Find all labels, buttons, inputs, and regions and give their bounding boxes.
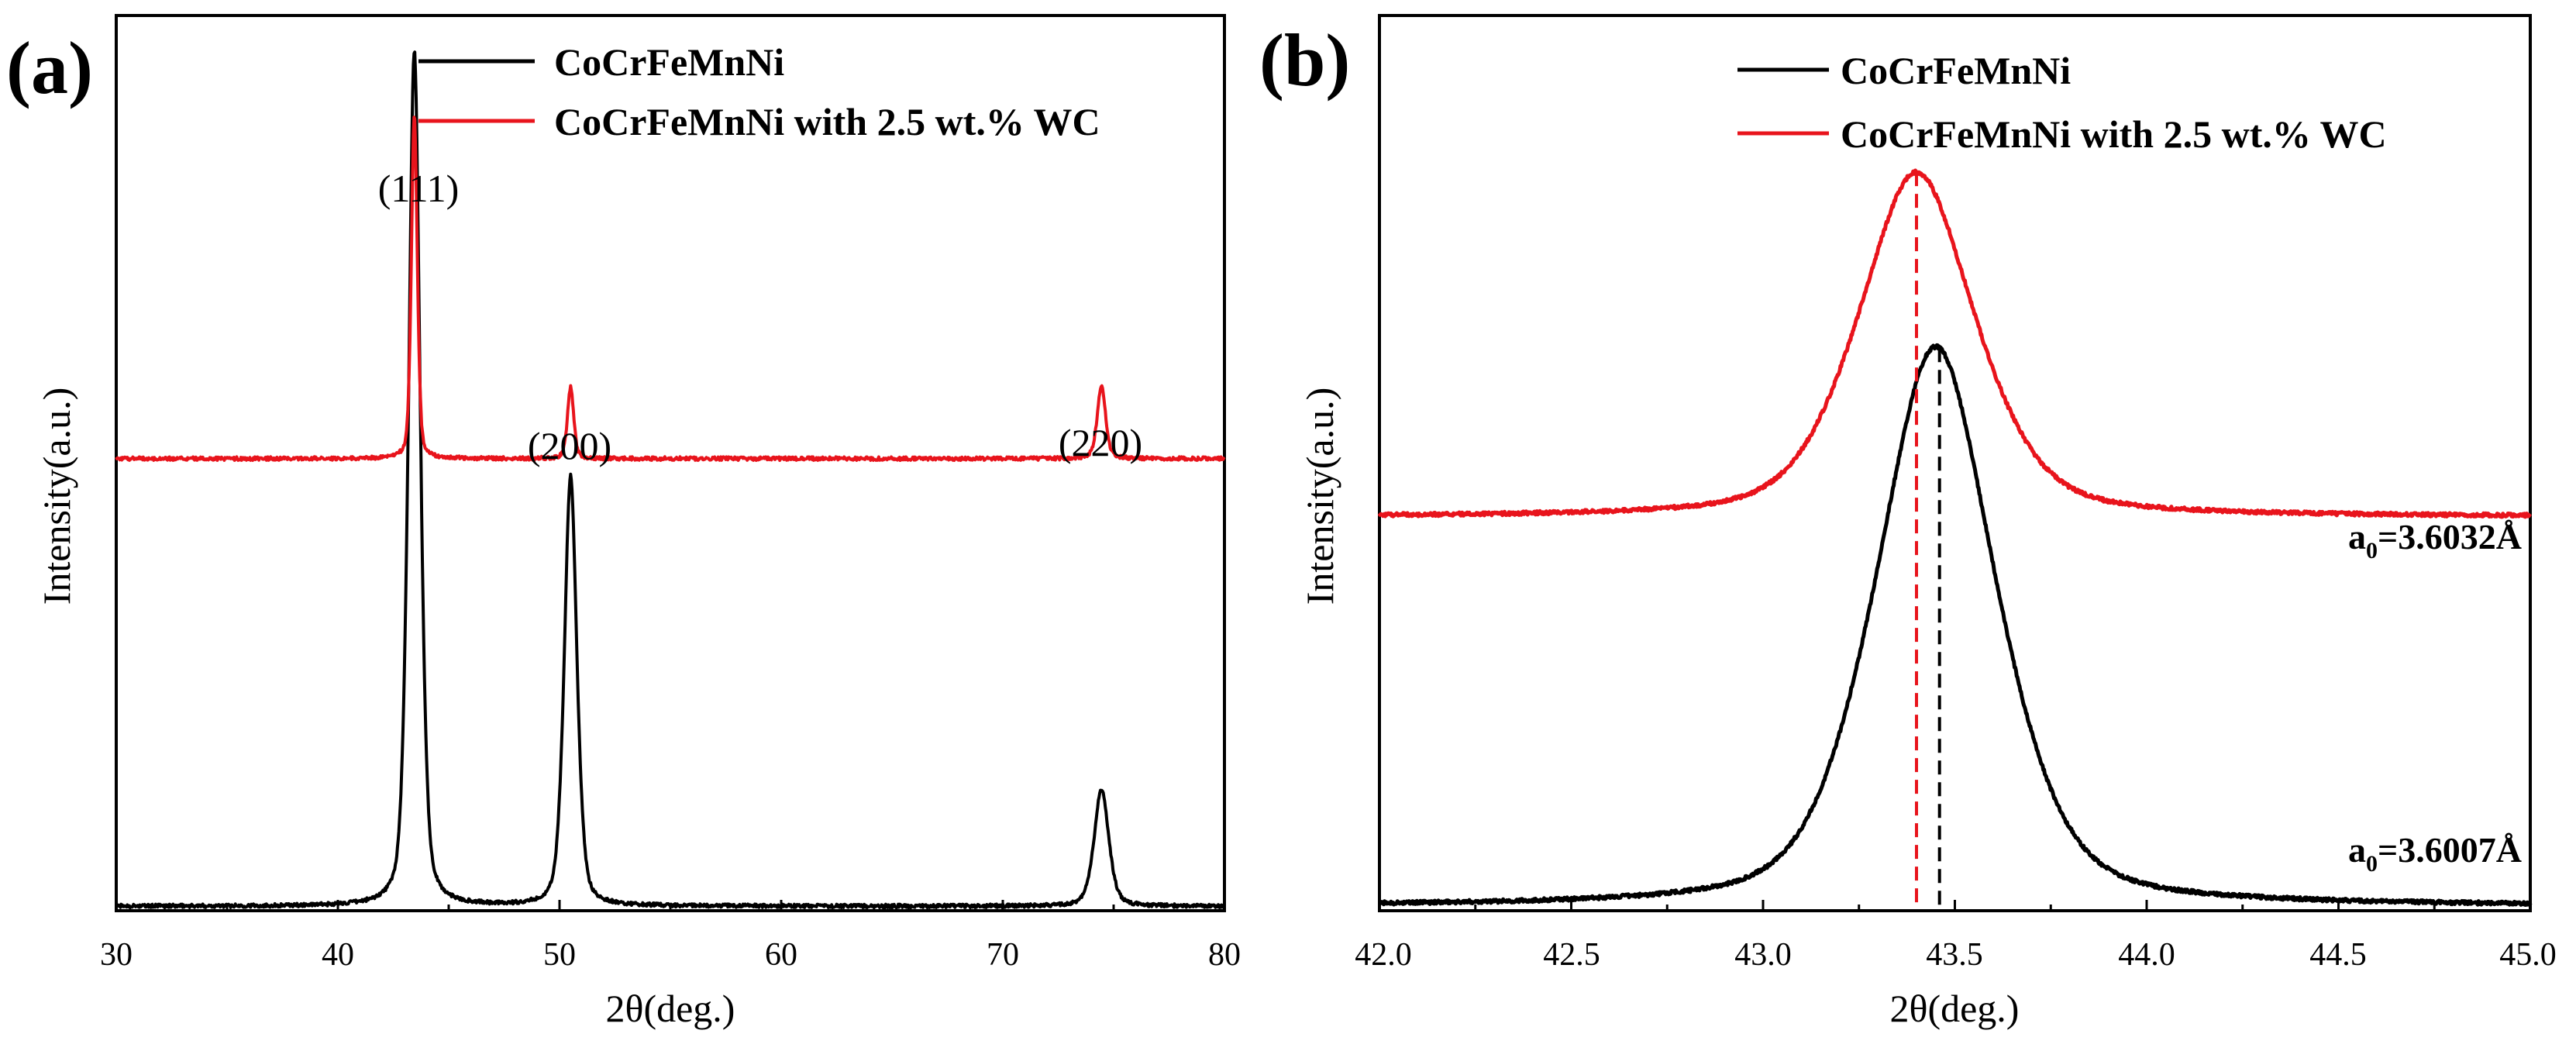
panel-label-b: (b): [1259, 19, 1350, 102]
legend-label-cocrfemnni: CoCrFeMnNi: [554, 40, 784, 84]
peak-label-220: (220): [1059, 421, 1142, 464]
lattice-parameter-base: a0=3.6007Å: [2348, 830, 2522, 877]
lattice-parameter-wc: a0=3.6032Å: [2348, 517, 2522, 563]
series-line-cocrfemnni-wc: [115, 115, 1226, 462]
x-tick-label: 42.5: [1543, 937, 1600, 973]
x-tick-label: 50: [543, 937, 576, 973]
series-line-cocrfemnni: [115, 50, 1226, 910]
series-line-cocrfemnni: [1378, 343, 2533, 907]
legend-label-cocrfemnni-wc: CoCrFeMnNi with 2.5 wt.% WC: [554, 100, 1100, 143]
x-tick-label: 43.5: [1926, 937, 1983, 973]
peak-label-200: (200): [528, 424, 611, 467]
y-axis-title-a: Intensity(a.u.): [35, 388, 78, 605]
x-tick-label: 42.0: [1355, 937, 1412, 973]
x-tick-labels-b: 42.0 42.5 43.0 43.5 44.0 44.5 45.0: [1355, 937, 2557, 973]
panel-a: (a) 30 40 50 60 70 80 2θ(deg.) Intensity…: [6, 14, 1241, 1030]
peak-label-111: (111): [378, 167, 460, 210]
x-tick-label: 40: [322, 937, 354, 973]
panel-label-a: (a): [6, 26, 93, 109]
x-tick-label: 80: [1208, 937, 1241, 973]
x-tick-label: 44.5: [2309, 937, 2367, 973]
x-tick-label: 30: [100, 937, 133, 973]
x-tick-label: 44.0: [2118, 937, 2175, 973]
panel-b: (b) 42.0 42.5 43.0 43.5 44.0 44.5 45.0 2…: [1259, 14, 2557, 1030]
legend-label-cocrfemnni: CoCrFeMnNi: [1841, 49, 2071, 92]
x-axis-title-b: 2θ(deg.): [1890, 987, 2020, 1030]
y-axis-title-b: Intensity(a.u.): [1298, 388, 1341, 605]
x-axis-title-a: 2θ(deg.): [606, 987, 735, 1030]
series-line-cocrfemnni-wc: [1377, 168, 2532, 519]
x-tick-label: 60: [765, 937, 797, 973]
x-tick-label: 45.0: [2499, 937, 2557, 973]
legend-b: CoCrFeMnNi CoCrFeMnNi with 2.5 wt.% WC: [1737, 49, 2387, 156]
legend-a: CoCrFeMnNi CoCrFeMnNi with 2.5 wt.% WC: [418, 40, 1100, 143]
legend-label-cocrfemnni-wc: CoCrFeMnNi with 2.5 wt.% WC: [1841, 112, 2387, 156]
x-tick-label: 70: [987, 937, 1019, 973]
x-tick-labels-a: 30 40 50 60 70 80: [100, 937, 1241, 973]
x-tick-label: 43.0: [1734, 937, 1792, 973]
